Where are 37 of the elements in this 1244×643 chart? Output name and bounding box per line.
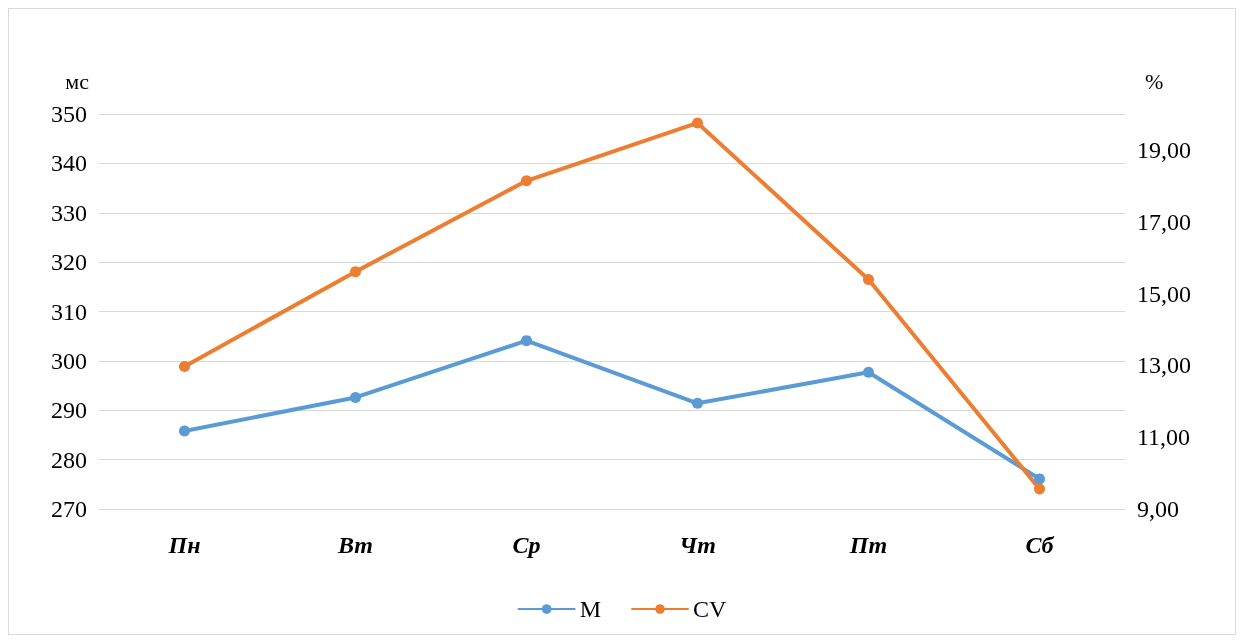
point: [1034, 473, 1045, 485]
y2-tick-label: 19,00: [1137, 136, 1191, 163]
point: [863, 366, 874, 378]
x-tick-label: Пт: [848, 532, 888, 558]
y-tick-label: 320: [51, 249, 87, 276]
y-tick-label: 300: [51, 347, 87, 374]
y2-tick-label: 13,00: [1137, 352, 1191, 379]
y2-tick-label: 9,00: [1137, 496, 1179, 522]
y-tick-label: 330: [51, 199, 87, 226]
y-tick-label: 280: [51, 446, 87, 473]
point: [350, 391, 361, 403]
y-tick-label: 290: [51, 397, 87, 424]
point: [350, 266, 361, 278]
y2-tick-label: 15,00: [1137, 280, 1191, 307]
point: [521, 335, 532, 347]
point: [179, 360, 190, 372]
point: [521, 175, 532, 187]
x-tick-label: Ср: [512, 532, 541, 558]
y-tick-label: 350: [51, 101, 87, 127]
point: [1034, 483, 1045, 495]
y2-tick-label: 11,00: [1137, 424, 1191, 451]
point: [863, 274, 874, 286]
x-tick-label: Сб: [1025, 532, 1055, 558]
legend-label: CV: [693, 596, 728, 622]
x-tick-label: Вт: [337, 532, 373, 558]
point: [179, 425, 190, 437]
y-tick-label: 310: [51, 298, 87, 325]
point: [692, 397, 703, 409]
x-tick-label: Пн: [167, 532, 201, 558]
y2-axis-title: %: [1145, 68, 1164, 94]
point: [692, 117, 703, 129]
x-tick-label: Чт: [679, 532, 716, 558]
y2-tick-label: 17,00: [1137, 208, 1191, 235]
legend-label: M: [579, 596, 601, 622]
y-tick-label: 340: [51, 150, 87, 177]
y-axis-title: мс: [65, 68, 90, 94]
y-tick-label: 270: [51, 496, 87, 522]
